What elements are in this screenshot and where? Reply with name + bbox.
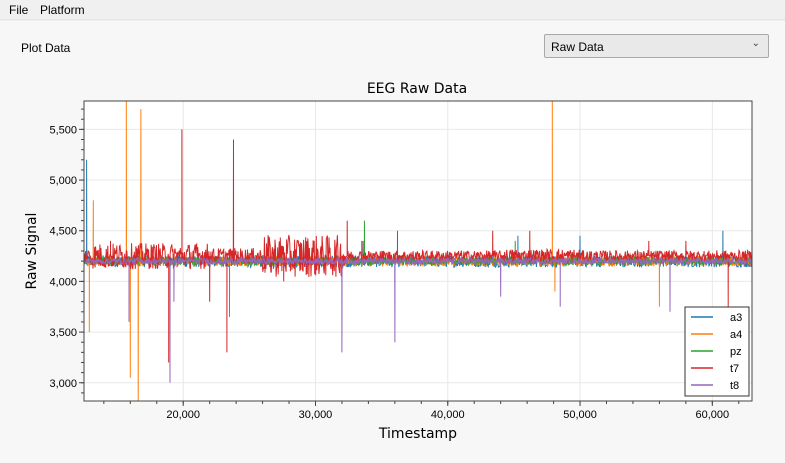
y-tick-label: 5,000 <box>49 175 77 187</box>
y-tick-label: 5,500 <box>49 124 77 136</box>
y-tick-label: 3,000 <box>49 378 77 390</box>
menu-platform[interactable]: Platform <box>40 3 85 17</box>
series-line-t8 <box>84 256 752 383</box>
menu-bar: File Platform <box>0 0 785 20</box>
y-axis: 3,000 3,500 4,000 4,500 5,000 5,500 <box>49 108 84 394</box>
legend: a3 a4 pz t7 t8 <box>684 306 750 397</box>
series-layer <box>84 101 752 401</box>
x-tick-label: 20,000 <box>166 409 200 421</box>
x-tick-label: 50,000 <box>563 409 597 421</box>
y-axis-label: Raw Signal <box>24 213 40 290</box>
x-axis: 20,000 30,000 40,000 50,000 60,000 <box>103 401 740 421</box>
series-line-t7 <box>84 129 752 363</box>
x-tick-label: 30,000 <box>299 409 333 421</box>
plot-data-label: Plot Data <box>21 41 71 55</box>
x-tick-label: 40,000 <box>431 409 465 421</box>
menu-file[interactable]: File <box>9 3 29 17</box>
plot-data-select[interactable]: Raw Data ⌄ <box>544 34 769 58</box>
y-tick-label: 4,000 <box>49 276 77 288</box>
legend-label: a3 <box>730 312 742 324</box>
legend-label: pz <box>730 346 742 358</box>
plot-area <box>84 101 752 401</box>
y-tick-label: 3,500 <box>49 327 77 339</box>
legend-label: a4 <box>730 329 742 341</box>
y-tick-label: 4,500 <box>49 226 77 238</box>
x-axis-label: Timestamp <box>378 426 457 442</box>
chart-title: EEG Raw Data <box>366 81 468 97</box>
chevron-down-icon: ⌄ <box>751 38 760 49</box>
legend-label: t8 <box>730 380 739 392</box>
plot-data-select-value: Raw Data <box>551 40 604 54</box>
x-tick-label: 60,000 <box>695 409 729 421</box>
legend-label: t7 <box>730 363 739 375</box>
